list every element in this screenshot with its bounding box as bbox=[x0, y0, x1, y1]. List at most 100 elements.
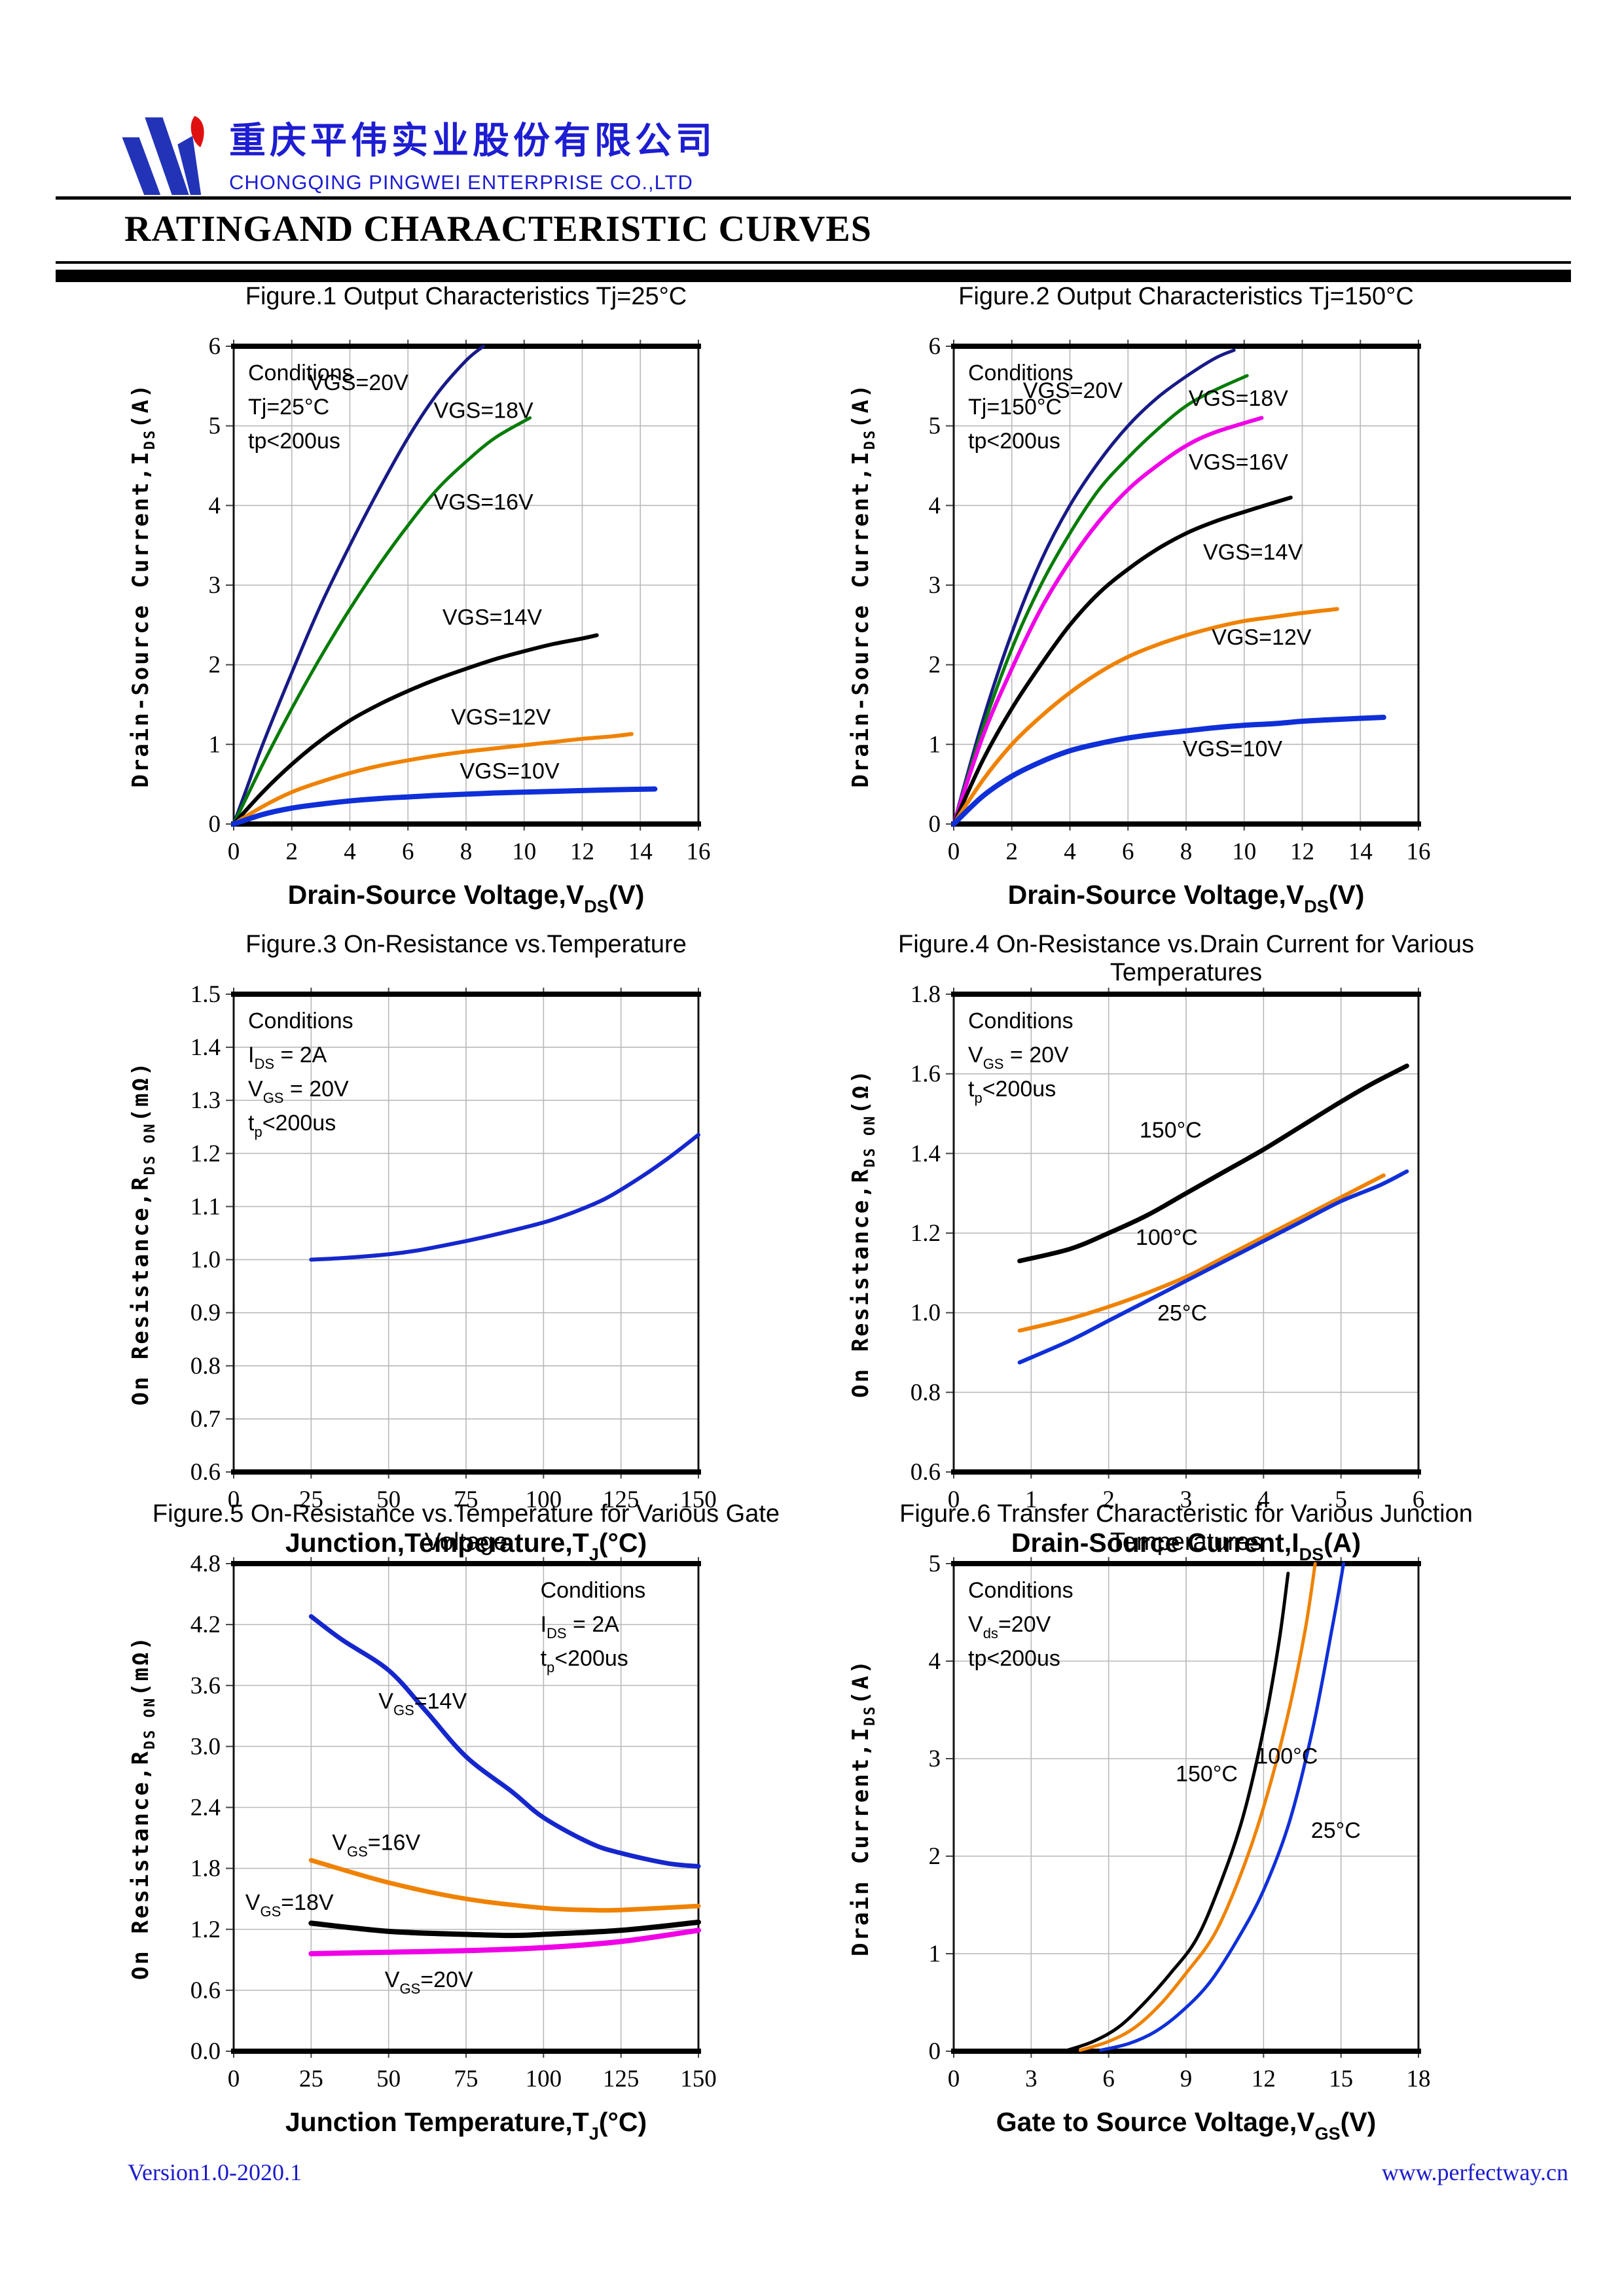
svg-text:Conditions: Conditions bbox=[968, 1009, 1074, 1033]
figure-4-title: Figure.4 On-Resistance vs.Drain Current … bbox=[898, 931, 1474, 986]
figure-1-output-characteristics-25c: Figure.1 Output Characteristics Tj=25°C … bbox=[119, 283, 813, 945]
svg-text:18: 18 bbox=[1407, 2066, 1431, 2092]
svg-text:1.1: 1.1 bbox=[190, 1193, 221, 1220]
svg-text:0.8: 0.8 bbox=[911, 1379, 941, 1406]
svg-text:tp<200us: tp<200us bbox=[248, 429, 340, 454]
series-VGS=10V bbox=[231, 786, 658, 827]
series-150°C bbox=[1017, 1064, 1409, 1264]
figure-4-plot: 0.6 0.8 1.0 1.2 1.4 1.6 1.8 0 1 2 3 4 5 6 Conditions VG… bbox=[848, 981, 1425, 1564]
svg-text:VGS=10V: VGS=10V bbox=[460, 759, 559, 783]
y-axis-label: On Resistance,RDS ON(Ω) bbox=[848, 1068, 878, 1398]
series-VGS=18V bbox=[952, 374, 1249, 826]
svg-text:VGS = 20V: VGS = 20V bbox=[968, 1043, 1069, 1072]
svg-text:VGS=14V: VGS=14V bbox=[1203, 540, 1303, 565]
conditions-text: Conditions Tj=150°C tp<200us bbox=[968, 361, 1074, 454]
svg-text:0.6: 0.6 bbox=[190, 1459, 221, 1486]
company-name-en: CHONGQING PINGWEI ENTERPRISE CO.,LTD bbox=[229, 171, 693, 194]
svg-text:100°C: 100°C bbox=[1136, 1225, 1198, 1250]
series-VGS=20V bbox=[952, 348, 1236, 826]
svg-text:4: 4 bbox=[1064, 838, 1076, 865]
svg-text:25: 25 bbox=[299, 1486, 323, 1513]
svg-text:15: 15 bbox=[1329, 2066, 1353, 2092]
svg-text:6: 6 bbox=[1413, 1486, 1425, 1513]
svg-text:6: 6 bbox=[929, 333, 941, 360]
svg-text:VGS=16V: VGS=16V bbox=[434, 490, 533, 514]
svg-text:tp<200us: tp<200us bbox=[248, 1111, 336, 1140]
svg-text:50: 50 bbox=[376, 1486, 401, 1513]
series-VGS=18V bbox=[232, 416, 532, 826]
figure-1-title: Figure.1 Output Characteristics Tj=25°C bbox=[245, 283, 687, 310]
svg-text:5: 5 bbox=[929, 1551, 941, 1577]
svg-text:10: 10 bbox=[512, 838, 536, 865]
curve-labels: 150°C 100°C 25°C bbox=[1136, 1118, 1207, 1326]
svg-text:1.0: 1.0 bbox=[911, 1300, 941, 1327]
svg-text:Conditions: Conditions bbox=[968, 1578, 1074, 1603]
x-axis-label: Gate to Source Voltage,VGS(V) bbox=[996, 2107, 1376, 2144]
curve-labels: VGS=20V VGS=18V VGS=16V VGS=14V VGS=12V VGS=1… bbox=[309, 370, 560, 784]
svg-text:0.6: 0.6 bbox=[911, 1459, 941, 1486]
y-axis-label: On Resistance,RDS ON(mΩ) bbox=[128, 1635, 158, 1980]
tick-labels: 0.0 0.6 1.2 1.8 2.4 3.0 3.6 4.2 4.8 0 25 50 75 100 125… bbox=[190, 1551, 717, 2092]
series-VGS=12V bbox=[232, 732, 634, 826]
figure-2-title: Figure.2 Output Characteristics Tj=150°C bbox=[958, 283, 1414, 310]
svg-text:12: 12 bbox=[570, 838, 594, 865]
svg-text:1.8: 1.8 bbox=[190, 1856, 221, 1882]
svg-text:2: 2 bbox=[286, 838, 298, 865]
series-VGS=20V bbox=[232, 344, 486, 826]
conditions-text: Conditions Vds=20V tp<200us bbox=[968, 1578, 1074, 1671]
plot-border bbox=[951, 992, 1421, 1475]
svg-text:50: 50 bbox=[376, 2066, 401, 2092]
svg-text:8: 8 bbox=[1180, 838, 1193, 865]
svg-text:25: 25 bbox=[299, 2066, 323, 2092]
svg-text:IDS = 2A: IDS = 2A bbox=[541, 1612, 620, 1641]
svg-text:0.0: 0.0 bbox=[190, 2038, 221, 2065]
svg-text:16: 16 bbox=[1407, 838, 1431, 865]
svg-text:Conditions: Conditions bbox=[248, 1009, 353, 1033]
svg-text:Tj=150°C: Tj=150°C bbox=[968, 395, 1062, 420]
curve-labels: VGS=20V VGS=18V VGS=16V VGS=14V VGS=12V VGS=1… bbox=[1023, 378, 1312, 762]
series-150°C bbox=[1066, 1571, 1290, 2052]
svg-text:1.6: 1.6 bbox=[911, 1061, 941, 1088]
svg-text:12: 12 bbox=[1290, 838, 1314, 865]
curve-labels: 150°C 100°C 25°C bbox=[1176, 1744, 1361, 1843]
svg-text:VGS=16V: VGS=16V bbox=[1189, 450, 1288, 475]
svg-text:VGS=18V: VGS=18V bbox=[1189, 386, 1288, 411]
svg-text:Conditions: Conditions bbox=[541, 1578, 646, 1603]
series-VGS=18V bbox=[308, 1919, 701, 1939]
series-VGS=14V bbox=[232, 633, 599, 826]
svg-text:25°C: 25°C bbox=[1311, 1818, 1361, 1843]
figure-2-output-characteristics-150c: Figure.2 Output Characteristics Tj=150°C… bbox=[839, 283, 1533, 945]
gridlines bbox=[946, 988, 1419, 1479]
series-VGS=16V bbox=[952, 416, 1264, 826]
curve-labels: VGS=14V VGS=16V VGS=18V VGS=20V bbox=[245, 1689, 473, 1997]
svg-text:IDS = 2A: IDS = 2A bbox=[248, 1043, 327, 1072]
svg-text:VGS=16V: VGS=16V bbox=[332, 1830, 420, 1859]
svg-text:4: 4 bbox=[929, 1648, 941, 1675]
svg-text:2.4: 2.4 bbox=[190, 1795, 221, 1821]
svg-text:0.7: 0.7 bbox=[190, 1406, 221, 1433]
svg-text:3: 3 bbox=[929, 1746, 941, 1772]
svg-text:3.0: 3.0 bbox=[190, 1733, 221, 1760]
svg-text:150: 150 bbox=[680, 1486, 717, 1513]
plot-border bbox=[231, 344, 701, 827]
svg-text:100°C: 100°C bbox=[1255, 1744, 1318, 1769]
svg-text:2: 2 bbox=[929, 1843, 941, 1870]
series-VGS=20V bbox=[308, 1928, 701, 1956]
tick-labels: 0.6 0.8 1.0 1.2 1.4 1.6 1.8 0 1 2 3 4 5 6 bbox=[911, 981, 1425, 1513]
svg-text:0: 0 bbox=[948, 2066, 960, 2092]
svg-text:100: 100 bbox=[526, 1486, 562, 1513]
svg-text:0.9: 0.9 bbox=[190, 1300, 221, 1327]
svg-text:VGS=20V: VGS=20V bbox=[309, 370, 408, 395]
series-RDSON bbox=[309, 1132, 700, 1262]
conditions-text: Conditions Tj=25°C tp<200us bbox=[248, 361, 353, 454]
svg-text:16: 16 bbox=[687, 838, 711, 865]
series-VGS=14V bbox=[952, 495, 1293, 826]
svg-text:6: 6 bbox=[1122, 838, 1134, 865]
svg-text:tp<200us: tp<200us bbox=[541, 1646, 628, 1676]
